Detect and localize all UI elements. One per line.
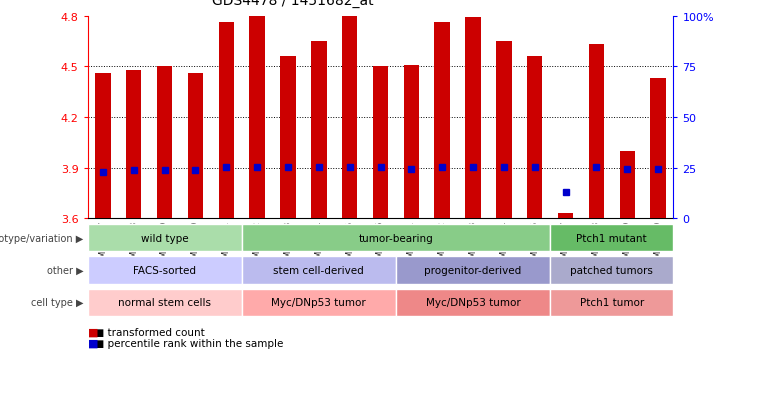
Bar: [311, 42, 326, 219]
Bar: [250, 17, 265, 219]
Bar: [396, 289, 550, 316]
Bar: [88, 289, 242, 316]
Bar: [342, 17, 358, 219]
Text: cell type ▶: cell type ▶: [31, 297, 84, 308]
Bar: [550, 225, 673, 252]
Bar: [550, 257, 673, 284]
Text: Ptch1 tumor: Ptch1 tumor: [580, 297, 644, 308]
Bar: [242, 257, 396, 284]
Text: progenitor-derived: progenitor-derived: [425, 265, 521, 275]
Bar: [403, 65, 419, 219]
Text: Ptch1 mutant: Ptch1 mutant: [577, 233, 647, 243]
Bar: [465, 18, 481, 219]
Bar: [527, 57, 543, 219]
Text: ■: ■: [88, 338, 98, 348]
Bar: [558, 214, 573, 219]
Bar: [435, 23, 450, 219]
Bar: [218, 23, 234, 219]
Text: stem cell-derived: stem cell-derived: [273, 265, 365, 275]
Bar: [157, 67, 172, 219]
Text: ■: ■: [88, 327, 98, 337]
Text: Myc/DNp53 tumor: Myc/DNp53 tumor: [425, 297, 521, 308]
Text: GDS4478 / 1451682_at: GDS4478 / 1451682_at: [212, 0, 374, 8]
Bar: [242, 289, 396, 316]
Bar: [280, 57, 296, 219]
Text: wild type: wild type: [141, 233, 189, 243]
Text: normal stem cells: normal stem cells: [118, 297, 211, 308]
Bar: [373, 67, 388, 219]
Text: tumor-bearing: tumor-bearing: [358, 233, 433, 243]
Text: FACS-sorted: FACS-sorted: [133, 265, 196, 275]
Bar: [126, 71, 142, 219]
Bar: [550, 289, 673, 316]
Bar: [651, 79, 666, 219]
Bar: [619, 152, 635, 219]
Text: genotype/variation ▶: genotype/variation ▶: [0, 233, 84, 243]
Text: other ▶: other ▶: [47, 265, 84, 275]
Bar: [496, 42, 511, 219]
Bar: [589, 45, 604, 219]
Bar: [396, 257, 550, 284]
Text: Myc/DNp53 tumor: Myc/DNp53 tumor: [272, 297, 366, 308]
Text: patched tumors: patched tumors: [570, 265, 653, 275]
Bar: [242, 225, 550, 252]
Bar: [88, 257, 242, 284]
Text: ■ transformed count: ■ transformed count: [88, 327, 204, 337]
Bar: [88, 225, 242, 252]
Text: ■ percentile rank within the sample: ■ percentile rank within the sample: [88, 338, 283, 348]
Bar: [188, 74, 203, 219]
Bar: [95, 74, 110, 219]
